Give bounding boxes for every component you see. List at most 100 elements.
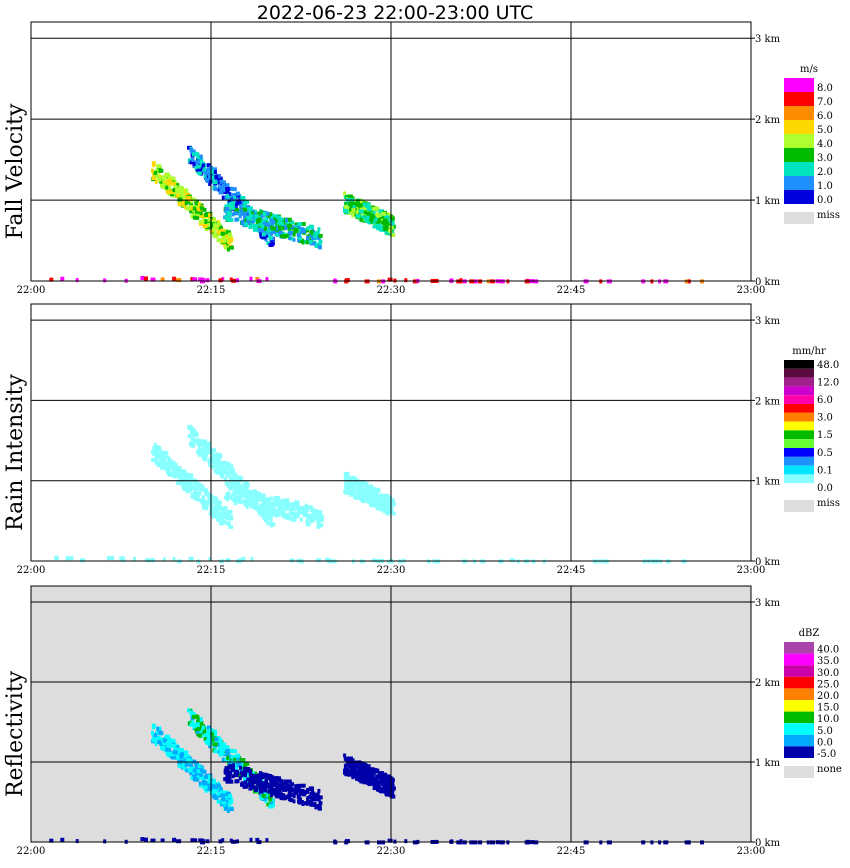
data-cell xyxy=(199,166,203,171)
data-cell xyxy=(297,783,303,788)
data-cell xyxy=(207,460,211,464)
data-cell xyxy=(193,725,199,730)
data-cell xyxy=(301,510,305,515)
data-cell xyxy=(384,503,390,508)
data-cell xyxy=(169,752,175,757)
data-cell xyxy=(230,218,234,222)
data-cell xyxy=(243,763,248,768)
colorbar-cell xyxy=(784,412,814,422)
data-cell xyxy=(198,277,204,282)
data-cell xyxy=(289,236,294,241)
data-cell xyxy=(140,276,145,280)
data-cell xyxy=(188,441,194,446)
data-cell xyxy=(226,193,230,198)
data-cell xyxy=(275,226,279,231)
data-cell xyxy=(172,743,176,748)
data-cell xyxy=(191,720,195,725)
data-cell xyxy=(223,800,227,805)
data-cell xyxy=(207,223,210,227)
data-cell xyxy=(387,497,391,502)
data-cell xyxy=(204,782,208,787)
data-cell xyxy=(202,224,208,228)
data-cell xyxy=(228,471,234,476)
data-cell xyxy=(175,188,178,193)
data-cell xyxy=(155,449,160,454)
data-cell xyxy=(292,799,296,804)
data-cell xyxy=(235,480,239,485)
data-cell xyxy=(185,762,191,767)
colorbar-label: 25.0 xyxy=(817,679,839,690)
data-cell xyxy=(268,233,273,238)
data-cell xyxy=(250,491,256,496)
data-cell xyxy=(382,780,388,785)
data-cell xyxy=(348,484,352,489)
data-cell xyxy=(266,773,270,778)
data-cell xyxy=(103,839,107,844)
data-cell xyxy=(269,517,273,522)
data-cell xyxy=(157,740,162,744)
data-cell xyxy=(185,768,189,773)
colorbar-cell xyxy=(784,448,814,457)
data-cell xyxy=(213,512,218,517)
data-cell xyxy=(317,245,322,250)
data-cell xyxy=(225,462,231,467)
data-cell xyxy=(151,723,156,728)
data-cell xyxy=(312,518,315,523)
data-cell xyxy=(197,764,201,769)
data-cell xyxy=(344,202,348,207)
data-cell xyxy=(387,277,393,282)
data-cell xyxy=(369,484,373,489)
data-cell xyxy=(202,448,207,452)
data-cell xyxy=(229,838,233,843)
data-cell xyxy=(187,426,193,431)
data-cell xyxy=(225,799,229,804)
data-cell xyxy=(181,761,185,766)
data-cell xyxy=(177,185,181,190)
data-cell xyxy=(199,728,203,733)
data-cell xyxy=(315,235,321,240)
data-cell xyxy=(247,207,253,212)
data-cell xyxy=(228,232,232,237)
data-cell xyxy=(167,456,171,461)
data-cell xyxy=(190,427,196,432)
data-cell xyxy=(192,433,197,438)
data-cell xyxy=(253,771,258,776)
data-cell xyxy=(233,195,237,200)
data-cell xyxy=(372,493,377,498)
data-cell xyxy=(255,837,260,842)
colorbar-label: 1.5 xyxy=(817,430,833,441)
data-cell xyxy=(203,729,207,734)
data-cell xyxy=(196,155,202,160)
colorbar-cell xyxy=(784,465,814,475)
data-cell xyxy=(219,465,224,469)
data-cell xyxy=(179,189,185,194)
data-cell xyxy=(378,209,384,214)
colorbar-label: 40.0 xyxy=(817,645,839,656)
data-cell xyxy=(227,754,232,759)
data-cell xyxy=(258,783,262,788)
data-cell xyxy=(344,278,350,283)
data-cell xyxy=(205,839,210,844)
data-cell xyxy=(167,459,173,463)
data-cell xyxy=(221,797,226,802)
data-cell xyxy=(275,794,280,799)
data-cell xyxy=(265,230,271,235)
data-cell xyxy=(218,278,223,283)
data-cell xyxy=(318,239,323,244)
data-cell xyxy=(266,776,271,781)
data-cell xyxy=(225,470,231,475)
data-cell xyxy=(214,175,219,179)
data-cell xyxy=(261,794,266,798)
data-cell xyxy=(351,775,355,780)
data-cell xyxy=(249,501,255,506)
data-cell xyxy=(216,783,221,788)
data-cell xyxy=(240,221,244,226)
data-cell xyxy=(243,214,248,219)
data-cell xyxy=(207,781,212,786)
data-cell xyxy=(231,767,235,772)
data-cell xyxy=(359,206,365,211)
data-cell xyxy=(158,175,164,180)
data-cell xyxy=(361,776,365,781)
data-cell xyxy=(211,175,215,180)
colorbar-label: 0.0 xyxy=(817,195,833,206)
